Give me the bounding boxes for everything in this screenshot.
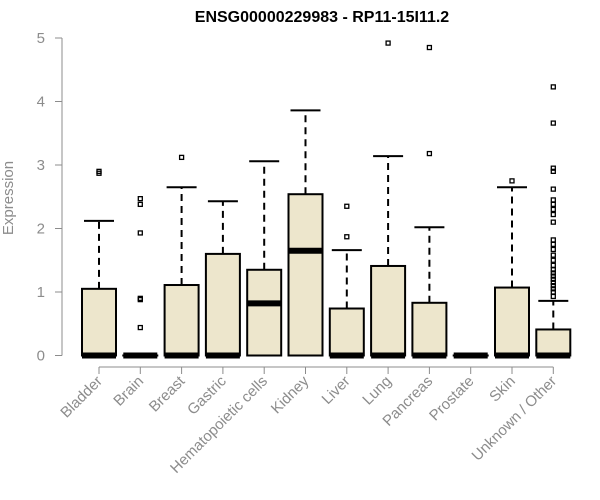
outlier-point (344, 234, 350, 240)
y-tick-label: 4 (37, 94, 45, 111)
box-breast (163, 154, 200, 359)
outlier-point (344, 203, 350, 209)
box-iqr (494, 286, 530, 357)
box-iqr (246, 268, 283, 357)
outlier-point (550, 186, 556, 192)
y-tick-label: 5 (37, 30, 45, 47)
outlier-point (426, 150, 433, 157)
outlier-point (509, 178, 515, 184)
y-tick-label: 3 (37, 157, 45, 174)
box-iqr (163, 284, 200, 357)
chart-title: ENSG00000229983 - RP11-15I11.2 (195, 9, 450, 26)
outlier-point (550, 197, 556, 203)
outlier-point (550, 211, 556, 218)
box-bladder (81, 168, 117, 359)
outlier-point (550, 241, 556, 248)
box-hematopoietic-cells (246, 160, 283, 357)
y-tick-label: 2 (37, 221, 45, 238)
outlier-point (550, 286, 556, 292)
x-tick-label: Brain (110, 373, 147, 410)
box-iqr (535, 328, 572, 357)
box-skin (494, 178, 530, 359)
outlier-point (550, 293, 556, 300)
outlier-point (550, 201, 556, 208)
outlier-point (550, 262, 556, 268)
box-iqr (370, 264, 407, 357)
box-gastric (204, 200, 241, 359)
y-tick-label: 1 (37, 284, 45, 301)
box-unknown-other (535, 84, 572, 359)
outlier-point (550, 246, 556, 253)
outlier-point (550, 120, 556, 126)
outlier-point (137, 201, 143, 208)
outlier-point (385, 40, 391, 46)
outlier-point (550, 282, 556, 289)
outlier-point (550, 267, 556, 273)
x-tick-label: Skin (486, 373, 519, 406)
y-tick-label: 0 (37, 348, 45, 365)
box-iqr (411, 301, 448, 357)
outlier-point (550, 219, 556, 225)
outlier-point (96, 168, 102, 175)
box-kidney (287, 109, 324, 357)
box-pancreas (411, 44, 448, 359)
y-axis: 0 1 2 3 4 5 (37, 30, 63, 365)
x-tick-label: Breast (146, 372, 189, 415)
x-tick-label: Kidney (268, 372, 313, 417)
x-tick-label: Lung (359, 373, 395, 409)
outlier-point (137, 196, 143, 202)
outlier-point (550, 84, 556, 90)
outlier-point (550, 276, 556, 282)
outlier-point (550, 252, 556, 258)
outlier-point (137, 230, 143, 236)
outlier-point (550, 289, 556, 295)
outlier-point (550, 257, 556, 263)
outlier-point (426, 44, 433, 51)
outlier-point (137, 324, 143, 331)
box-iqr (328, 307, 365, 357)
outlier-point (550, 270, 556, 276)
outlier-point (550, 165, 556, 171)
outlier-point (550, 206, 556, 213)
box-iqr (287, 193, 324, 357)
box-iqr (204, 252, 241, 357)
outlier-point (550, 273, 556, 279)
outlier-point (550, 168, 556, 175)
box-brain (122, 196, 159, 359)
outlier-point (137, 295, 143, 302)
box-iqr (81, 287, 117, 357)
boxes-layer (81, 40, 572, 359)
x-tick-label: Bladder (57, 373, 106, 422)
y-axis-label: Expression (0, 161, 17, 235)
box-liver (328, 203, 365, 359)
outlier-point (178, 154, 185, 161)
box-lung (370, 40, 407, 359)
x-tick-label: Liver (319, 373, 354, 408)
outlier-point (550, 237, 556, 243)
x-tick-label: Prostate (426, 373, 478, 425)
outlier-point (550, 279, 556, 286)
